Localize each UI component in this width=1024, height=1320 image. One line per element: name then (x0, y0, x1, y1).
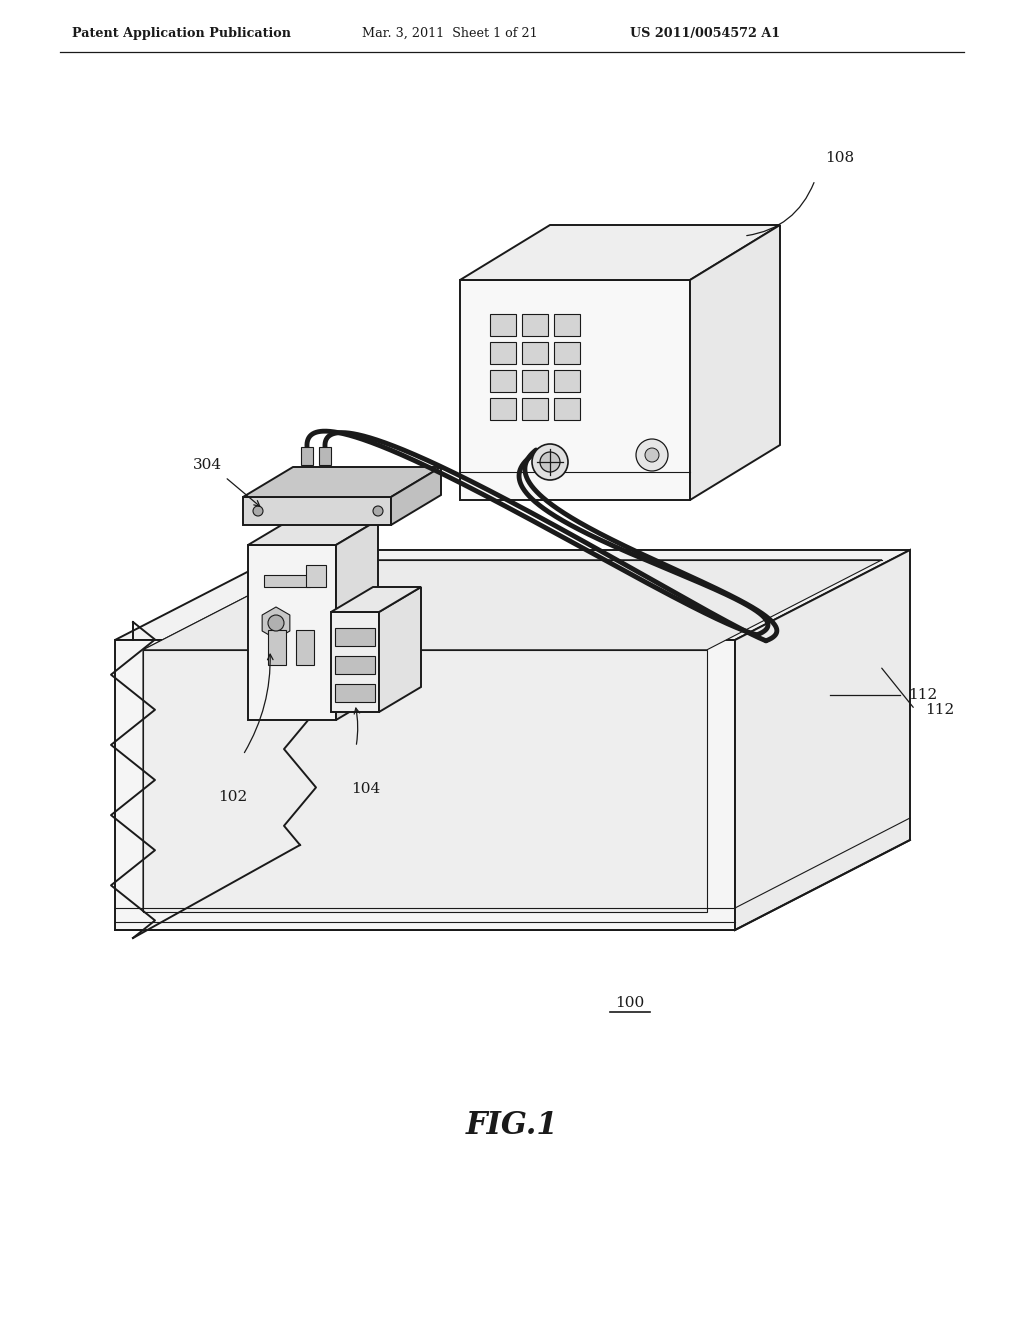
Polygon shape (268, 630, 286, 665)
Polygon shape (554, 399, 580, 420)
Polygon shape (522, 370, 548, 392)
Polygon shape (460, 280, 690, 500)
Polygon shape (243, 498, 391, 525)
Text: Patent Application Publication: Patent Application Publication (72, 26, 291, 40)
Polygon shape (554, 370, 580, 392)
Text: 104: 104 (351, 781, 380, 796)
Polygon shape (735, 550, 910, 931)
Polygon shape (490, 399, 516, 420)
Text: 112: 112 (908, 688, 937, 702)
Polygon shape (522, 399, 548, 420)
Polygon shape (143, 560, 318, 912)
Circle shape (540, 451, 560, 473)
Polygon shape (554, 314, 580, 337)
Polygon shape (143, 560, 882, 649)
Circle shape (532, 444, 568, 480)
Polygon shape (296, 630, 314, 665)
Text: 112: 112 (925, 702, 954, 717)
Polygon shape (522, 342, 548, 364)
Polygon shape (490, 342, 516, 364)
Text: US 2011/0054572 A1: US 2011/0054572 A1 (630, 26, 780, 40)
Polygon shape (335, 628, 375, 645)
Circle shape (253, 506, 263, 516)
Polygon shape (264, 576, 310, 587)
Polygon shape (490, 370, 516, 392)
Polygon shape (379, 587, 421, 711)
Circle shape (373, 506, 383, 516)
Text: 304: 304 (193, 458, 222, 473)
Polygon shape (391, 467, 441, 525)
Polygon shape (143, 649, 707, 912)
Polygon shape (335, 656, 375, 675)
Polygon shape (554, 342, 580, 364)
Text: FIG.1: FIG.1 (466, 1110, 558, 1140)
Circle shape (268, 615, 284, 631)
Polygon shape (301, 447, 313, 465)
Circle shape (636, 440, 668, 471)
Text: 108: 108 (825, 150, 854, 165)
Text: Mar. 3, 2011  Sheet 1 of 21: Mar. 3, 2011 Sheet 1 of 21 (362, 26, 538, 40)
Circle shape (534, 446, 566, 478)
Polygon shape (115, 550, 910, 640)
Polygon shape (262, 607, 290, 639)
Polygon shape (460, 224, 780, 280)
Text: 100: 100 (615, 997, 645, 1010)
Polygon shape (243, 467, 441, 498)
Circle shape (645, 447, 659, 462)
Polygon shape (335, 684, 375, 702)
Polygon shape (331, 587, 421, 612)
Polygon shape (115, 640, 735, 931)
Polygon shape (336, 520, 378, 719)
Polygon shape (319, 447, 331, 465)
Polygon shape (306, 565, 326, 587)
Polygon shape (248, 520, 378, 545)
Polygon shape (331, 612, 379, 711)
Polygon shape (248, 545, 336, 719)
Circle shape (542, 454, 558, 470)
Polygon shape (490, 314, 516, 337)
Polygon shape (522, 314, 548, 337)
Polygon shape (690, 224, 780, 500)
Text: 102: 102 (218, 789, 247, 804)
